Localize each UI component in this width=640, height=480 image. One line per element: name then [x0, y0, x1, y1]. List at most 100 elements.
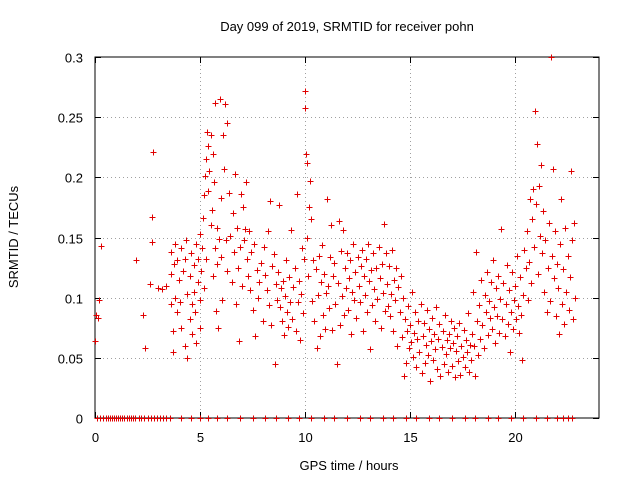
data-point [198, 268, 205, 275]
data-point [390, 328, 397, 335]
data-point [359, 247, 366, 254]
data-point [488, 279, 495, 286]
data-point [234, 225, 241, 232]
data-point [346, 275, 353, 282]
data-point [223, 237, 230, 244]
data-point [420, 333, 427, 340]
data-point [318, 279, 325, 286]
data-point [558, 196, 565, 203]
data-point [349, 289, 356, 296]
data-point [481, 345, 488, 352]
data-point [461, 327, 468, 334]
data-point [415, 318, 422, 325]
x-tick-label: 15 [403, 430, 417, 445]
data-point [258, 260, 265, 267]
data-point [538, 162, 545, 169]
data-point [427, 378, 434, 385]
data-point [466, 369, 473, 376]
chart-title: Day 099 of 2019, SRMTID for receiver poh… [220, 19, 474, 34]
data-point [545, 265, 552, 272]
data-point [295, 299, 302, 306]
data-point [342, 265, 349, 272]
plot-frame [94, 56, 600, 419]
data-point [406, 345, 413, 352]
data-point [530, 186, 537, 193]
data-point [368, 267, 375, 274]
data-point [227, 233, 234, 240]
data-point [410, 354, 417, 361]
data-point [494, 313, 501, 320]
data-point [549, 253, 556, 260]
data-point [508, 309, 515, 316]
data-point [184, 355, 191, 362]
data-point [390, 415, 397, 422]
data-point [197, 415, 204, 422]
data-point [517, 274, 524, 281]
data-point [331, 415, 338, 422]
data-point [214, 415, 221, 422]
data-point [504, 262, 511, 269]
data-point [275, 269, 282, 276]
data-point [262, 415, 269, 422]
data-point [405, 303, 412, 310]
data-point [398, 273, 405, 280]
data-point [380, 290, 387, 297]
data-point [357, 415, 364, 422]
data-point [244, 256, 251, 263]
data-point [527, 196, 534, 203]
data-point [201, 285, 208, 292]
data-point [266, 302, 273, 309]
data-point [470, 289, 477, 296]
data-point [304, 160, 311, 167]
data-point [273, 281, 280, 288]
data-point [315, 292, 322, 299]
data-point [206, 168, 213, 175]
data-point [456, 320, 463, 327]
data-point [279, 318, 286, 325]
data-point [387, 313, 394, 320]
data-point [339, 293, 346, 300]
data-point [224, 120, 231, 127]
data-point [393, 265, 400, 272]
data-point [221, 166, 228, 173]
tick-layer: 0 0.05 0.1 0.15 0.2 0.25 0.3 0 5 10 15 20 [58, 51, 599, 445]
data-point [535, 271, 542, 278]
data-point [419, 370, 426, 377]
data-point [565, 253, 572, 260]
data-point [541, 289, 548, 296]
y-tick-label: 0.3 [65, 51, 83, 66]
data-point [197, 297, 204, 304]
data-point [170, 349, 177, 356]
data-point [454, 333, 461, 340]
data-point [434, 366, 441, 373]
data-point [464, 349, 471, 356]
data-point [512, 283, 519, 290]
data-point [321, 271, 328, 278]
data-point [289, 316, 296, 323]
data-point [224, 415, 231, 422]
data-point [314, 345, 321, 352]
data-point [544, 309, 551, 316]
data-point [300, 310, 307, 317]
data-point [189, 301, 196, 308]
data-point [133, 257, 140, 264]
data-point [313, 266, 320, 273]
data-point [283, 257, 290, 264]
data-point [571, 220, 578, 227]
data-point [205, 143, 212, 150]
data-point [378, 325, 385, 332]
data-point [474, 318, 481, 325]
data-point [524, 228, 531, 235]
data-point [557, 241, 564, 248]
data-point [188, 415, 195, 422]
data-point [235, 265, 242, 272]
data-point [369, 302, 376, 309]
data-point [439, 344, 446, 351]
data-point [219, 297, 226, 304]
data-point [322, 326, 329, 333]
data-point [170, 328, 177, 335]
data-point [430, 357, 437, 364]
y-tick-label: 0.15 [58, 232, 83, 247]
data-point [383, 250, 390, 257]
data-point [248, 249, 255, 256]
